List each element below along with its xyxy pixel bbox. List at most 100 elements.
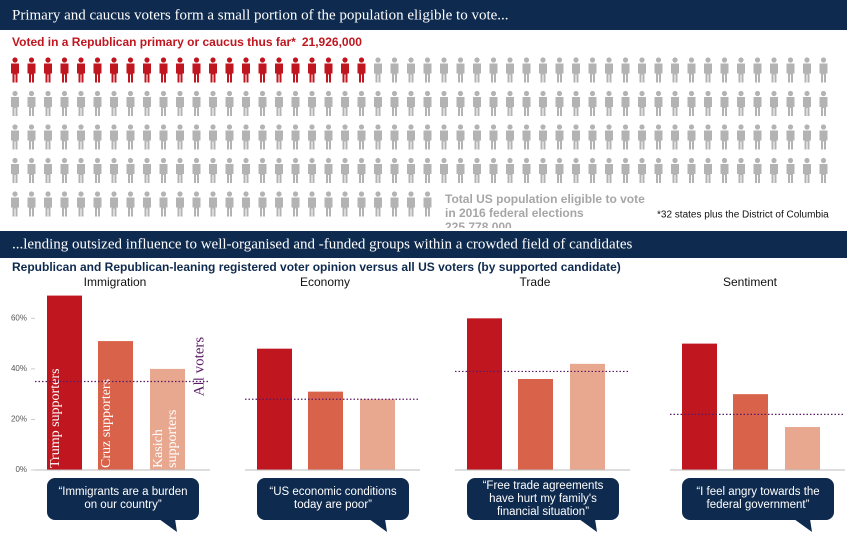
person-icon	[539, 90, 547, 116]
person-icon	[291, 57, 300, 83]
person-icon	[654, 124, 663, 150]
person-icon	[291, 157, 300, 183]
person-icon	[423, 57, 432, 83]
person-icon	[324, 90, 333, 116]
person-icon	[159, 191, 168, 217]
person-icon	[357, 191, 366, 217]
person-icon	[27, 90, 36, 116]
panel-title: Immigration	[84, 275, 147, 289]
person-icon	[621, 57, 630, 83]
person-icon	[522, 124, 531, 150]
person-icon	[357, 124, 366, 150]
person-icon	[390, 90, 399, 116]
person-icon	[737, 124, 745, 150]
quote: “I feel angry towards the federal govern…	[696, 486, 820, 511]
person-icon	[27, 157, 36, 183]
quote-bubble	[467, 478, 619, 520]
person-icon	[242, 191, 250, 217]
x-category-label: Cruz supporters	[99, 378, 114, 468]
person-icon	[93, 124, 102, 150]
person-icon	[275, 191, 283, 217]
person-icon	[654, 90, 663, 116]
person-icon	[440, 157, 448, 183]
quote: “Free trade agreements have hurt my fami…	[482, 479, 604, 518]
person-icon	[225, 124, 234, 150]
person-icon	[242, 157, 250, 183]
person-icon	[390, 157, 399, 183]
person-icon	[489, 157, 498, 183]
person-icon	[522, 90, 531, 116]
panel-title: Economy	[300, 275, 350, 289]
person-icon	[209, 57, 217, 83]
person-icon	[770, 124, 778, 150]
person-icon	[803, 124, 811, 150]
person-icon	[770, 57, 778, 83]
person-icon	[27, 57, 36, 83]
bar	[308, 391, 343, 470]
person-icon	[308, 90, 316, 116]
y-tick-label: 60%	[11, 313, 27, 322]
category-label-box: Kasich supporters	[151, 410, 180, 468]
person-icon	[110, 157, 118, 183]
legend-label: Voted in a Republican primary or caucus …	[12, 35, 296, 49]
person-icon	[192, 191, 201, 217]
person-icon	[11, 157, 19, 183]
person-icon	[753, 90, 762, 116]
person-icon	[786, 157, 795, 183]
person-icon	[324, 191, 333, 217]
person-icon	[159, 90, 168, 116]
person-icon	[77, 57, 85, 83]
person-icon	[27, 124, 36, 150]
person-icon	[456, 157, 465, 183]
person-icon	[324, 157, 333, 183]
quote-tail	[794, 519, 812, 532]
quote-box: “Immigrants are a burden on our country”	[58, 486, 187, 511]
person-icon	[819, 124, 828, 150]
person-icon	[77, 157, 85, 183]
person-icon	[605, 124, 613, 150]
person-icon	[803, 157, 811, 183]
person-icon	[110, 57, 118, 83]
person-icon	[440, 90, 448, 116]
person-icon	[753, 124, 762, 150]
person-icon	[374, 191, 382, 217]
total-label: Total US population eligible to vote in …	[445, 192, 650, 228]
quote: “US economic conditions today are poor”	[269, 486, 397, 511]
person-icon	[737, 90, 745, 116]
legend-label: Total US population eligible to vote in …	[445, 192, 645, 220]
person-icon	[539, 57, 547, 83]
category-label-box: Trump supporters	[48, 369, 63, 468]
person-icon	[126, 90, 135, 116]
person-icon	[704, 57, 712, 83]
person-icon	[77, 124, 85, 150]
person-icon	[11, 57, 19, 83]
person-icon	[324, 124, 333, 150]
reference-label: All voters	[191, 337, 207, 397]
person-icon	[143, 57, 151, 83]
person-icon	[737, 57, 745, 83]
person-icon	[753, 157, 762, 183]
person-icon	[126, 124, 135, 150]
quote-bubble	[682, 478, 834, 520]
person-icon	[60, 90, 69, 116]
person-icon	[176, 157, 184, 183]
person-icon	[192, 124, 201, 150]
person-icon	[423, 124, 432, 150]
person-icon	[588, 57, 597, 83]
person-icon	[110, 90, 118, 116]
person-icon	[324, 57, 333, 83]
person-icon	[819, 90, 828, 116]
person-icon	[110, 124, 118, 150]
bar	[360, 399, 395, 470]
panel-title: Trade	[520, 275, 551, 289]
person-icon	[77, 191, 85, 217]
person-icon	[456, 90, 465, 116]
person-icon	[473, 124, 481, 150]
person-icon	[357, 90, 366, 116]
quote-bubble	[47, 478, 199, 520]
person-icon	[720, 57, 729, 83]
person-icon	[621, 124, 630, 150]
person-icon	[671, 90, 679, 116]
person-icon	[638, 124, 646, 150]
person-icon	[143, 90, 151, 116]
